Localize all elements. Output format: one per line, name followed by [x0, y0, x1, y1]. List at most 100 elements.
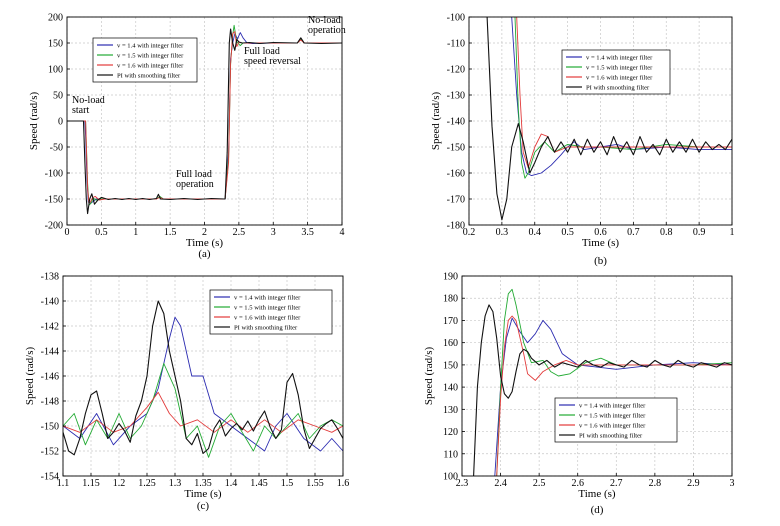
annotation-text: Full load speed reversal: [244, 46, 301, 67]
chart-b: 0.2 0.3 0.4 0.5 0.6 0.7 0.8 0.9 1 -180 -170 -160 -15…: [430, 13, 735, 268]
panel-caption: (b): [594, 255, 607, 267]
y-tick-label: 100: [48, 65, 63, 76]
x-tick-label: 4: [340, 227, 345, 238]
x-tick-label: 2.6: [571, 478, 584, 489]
x-tick-label: 1.3: [169, 478, 182, 489]
x-tick-label: 0.3: [496, 227, 509, 238]
x-tick-label: 2.4: [494, 478, 507, 489]
x-tick-label: 1.45: [250, 478, 268, 489]
x-tick-label: 3: [271, 227, 276, 238]
panel-caption: (d): [591, 504, 604, 516]
x-axis-label: Time (s): [582, 237, 620, 249]
y-axis-label: Speed (rad/s): [423, 346, 435, 405]
legend-label: v = 1.4 with integer filter: [586, 55, 653, 62]
legend-label: PI with smoothing filter: [117, 73, 181, 80]
x-tick-label: 0.9: [693, 227, 706, 238]
x-tick-label: 2.8: [649, 478, 662, 489]
x-axis-label: Time (s): [186, 237, 224, 249]
legend-box: [209, 289, 333, 335]
y-tick-label: -160: [447, 169, 465, 180]
series-group: [486, 17, 732, 221]
y-tick-label: 140: [443, 383, 458, 394]
legend: v = 1.4 with integer filter v = 1.5 with …: [561, 49, 671, 95]
x-tick-label: 1.1: [57, 478, 70, 489]
y-tick-label: 170: [443, 316, 458, 327]
annotation-text: Full load operation: [176, 169, 214, 190]
legend-label: PI with smoothing filter: [579, 433, 643, 440]
legend-label: v = 1.6 with integer filter: [579, 423, 646, 430]
legend: v = 1.4 with integer filter v = 1.5 with …: [554, 397, 678, 443]
series-line-4: [486, 17, 732, 221]
x-tick-label: 3: [730, 478, 735, 489]
y-tick-label: 120: [443, 427, 458, 438]
chart-a: 0 0.5 1 1.5 2 2.5 3 3.5 4 -200 -150 -100 -50 0 50 100 15…: [28, 13, 346, 261]
annotation-text: No-load start: [72, 95, 105, 116]
x-tick-label: 2.5: [533, 478, 546, 489]
chart-d: 2.3 2.4 2.5 2.6 2.7 2.8 2.9 3 100 110 120 130 140 150…: [423, 272, 735, 517]
series-group: [63, 300, 343, 458]
x-tick-label: 2.3: [456, 478, 469, 489]
x-tick-label: 2.5: [233, 227, 246, 238]
legend: v = 1.4 with integer filter v = 1.5 with …: [92, 37, 198, 83]
x-tick-label: 2.9: [687, 478, 700, 489]
x-tick-label: 1: [730, 227, 735, 238]
x-tick-label: 0.5: [561, 227, 574, 238]
axes-frame: [461, 275, 733, 477]
y-axis-label: Speed (rad/s): [28, 91, 40, 150]
y-tick-label: 190: [443, 272, 458, 283]
x-tick-label: 1.25: [138, 478, 156, 489]
x-tick-label: 0.7: [627, 227, 640, 238]
legend-label: v = 1.4 with integer filter: [579, 403, 646, 410]
x-tick-label: 0.2: [463, 227, 476, 238]
legend-box: [554, 397, 678, 443]
y-tick-label: 200: [48, 13, 63, 24]
y-tick-label: 180: [443, 294, 458, 305]
y-tick-label: -50: [50, 143, 63, 154]
y-tick-label: -100: [447, 13, 465, 24]
legend-label: v = 1.5 with integer filter: [586, 65, 653, 72]
chart-c: 1.1 1.15 1.2 1.25 1.3 1.35 1.4 1.45 1.5 1.55 1.6 -1…: [24, 272, 349, 513]
series-line-4: [67, 28, 342, 215]
x-tick-label: 1.6: [337, 478, 350, 489]
x-tick-label: 1.2: [113, 478, 126, 489]
series-group: [473, 288, 732, 476]
x-tick-label: 0.5: [95, 227, 108, 238]
y-tick-label: -148: [41, 397, 59, 408]
legend-label: v = 1.6 with integer filter: [117, 63, 184, 70]
x-tick-label: 0.8: [660, 227, 673, 238]
y-tick-label: -152: [41, 447, 59, 458]
series-line-2: [496, 288, 732, 476]
legend: v = 1.4 with integer filter v = 1.5 with …: [209, 289, 333, 335]
legend-label: v = 1.5 with integer filter: [117, 53, 184, 60]
series-line-1: [63, 316, 343, 452]
series-line-4: [473, 304, 732, 476]
y-tick-label: -150: [447, 143, 465, 154]
y-tick-label: 50: [53, 91, 63, 102]
y-tick-label: -120: [447, 65, 465, 76]
x-tick-label: 1.15: [82, 478, 100, 489]
y-tick-label: -180: [447, 221, 465, 232]
x-axis-label: Time (s): [184, 488, 222, 500]
series-line-3: [496, 315, 732, 476]
x-tick-label: 1: [133, 227, 138, 238]
y-tick-label: 100: [443, 472, 458, 483]
x-tick-label: 0.6: [594, 227, 607, 238]
legend-label: v = 1.4 with integer filter: [234, 295, 301, 302]
legend-label: v = 1.5 with integer filter: [234, 305, 301, 312]
y-tick-label: 150: [48, 39, 63, 50]
x-tick-label: 2: [202, 227, 207, 238]
y-tick-label: -146: [41, 372, 59, 383]
series-line-4: [63, 300, 343, 456]
x-tick-label: 2.7: [610, 478, 623, 489]
series-line-2: [63, 363, 343, 458]
y-tick-label: -138: [41, 272, 59, 283]
legend-label: v = 1.4 with integer filter: [117, 43, 184, 50]
series-group: [67, 24, 342, 215]
y-tick-label: -100: [45, 169, 63, 180]
y-tick-label: 130: [443, 405, 458, 416]
series-line-1: [494, 317, 732, 476]
x-tick-label: 0.4: [529, 227, 542, 238]
x-tick-label: 1.55: [306, 478, 324, 489]
y-tick-label: -144: [41, 347, 59, 358]
